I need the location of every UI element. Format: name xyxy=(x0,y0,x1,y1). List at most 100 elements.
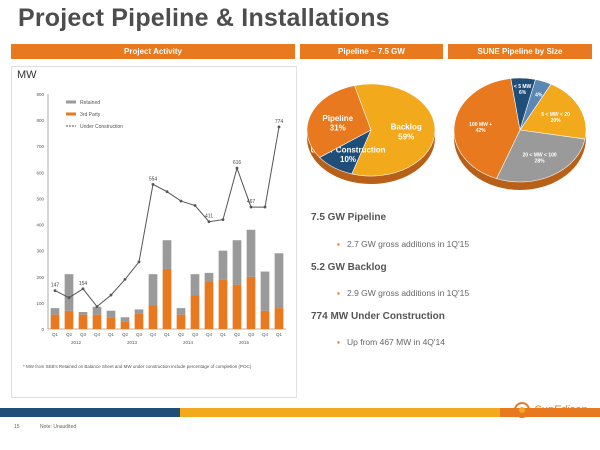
y-tick-label: 600 xyxy=(36,170,44,175)
bar-retained xyxy=(120,317,130,322)
bar-retained xyxy=(148,274,158,306)
x-tick-label: Q1 xyxy=(52,332,59,337)
y-tick-label: 500 xyxy=(36,196,44,201)
bar-third-party xyxy=(92,314,102,329)
legend-label-under-construction: Under Construction xyxy=(80,124,123,130)
point-under-construction xyxy=(81,287,85,291)
pie-slice xyxy=(519,79,552,131)
pie-slice-value: 28% xyxy=(535,159,546,165)
data-label: 616 xyxy=(233,160,242,166)
y-tick-label: 200 xyxy=(36,275,44,280)
x-year-label: 2014 xyxy=(183,340,194,345)
pie-slice xyxy=(496,129,586,183)
bar-third-party xyxy=(78,314,88,329)
page-number: 15 xyxy=(14,424,20,430)
y-tick-label: 300 xyxy=(36,249,44,254)
point-under-construction xyxy=(179,199,183,203)
x-tick-label: Q4 xyxy=(150,332,157,337)
bar-third-party xyxy=(274,308,284,329)
bar-retained xyxy=(274,253,284,309)
pie-slice xyxy=(351,83,436,177)
x-year-label: 2012 xyxy=(71,340,82,345)
footer-bar-orange xyxy=(500,408,600,417)
x-tick-label: Q4 xyxy=(262,332,269,337)
point-under-construction xyxy=(263,205,267,209)
y-tick-label: 100 xyxy=(36,301,44,306)
pie-slice-value: 20% xyxy=(551,118,562,124)
point-under-construction xyxy=(123,277,127,281)
legend-label-retained: Retained xyxy=(80,100,100,106)
header-pipeline: Pipeline ~ 7.5 GW xyxy=(300,44,443,59)
bar-retained xyxy=(78,312,88,315)
x-tick-label: Q1 xyxy=(276,332,283,337)
y-tick-label: 700 xyxy=(36,144,44,149)
pie-slice-value: 6% xyxy=(519,90,527,96)
bar-third-party xyxy=(148,305,158,329)
pie-slice xyxy=(306,85,372,158)
bar-third-party xyxy=(162,268,172,329)
data-label: 147 xyxy=(51,283,60,289)
x-tick-label: Q3 xyxy=(192,332,199,337)
point-under-construction xyxy=(53,289,57,293)
point-under-construction xyxy=(151,182,155,186)
point-under-construction xyxy=(235,166,239,170)
x-tick-label: Q4 xyxy=(94,332,101,337)
bar-third-party xyxy=(64,310,74,329)
bar-retained xyxy=(232,240,242,285)
source-note: Note: Unaudited xyxy=(40,424,77,430)
point-under-construction xyxy=(277,125,281,129)
point-under-construction xyxy=(193,204,197,207)
bar-retained xyxy=(246,229,256,277)
page-title: Project Pipeline & Installations xyxy=(18,4,390,32)
bar-retained xyxy=(260,271,270,311)
footer-bar-gold xyxy=(180,408,500,417)
x-year-label: 2013 xyxy=(127,340,138,345)
company-logo: SunEdison xyxy=(512,400,587,420)
bar-retained xyxy=(162,240,172,269)
x-tick-label: Q1 xyxy=(220,332,227,337)
x-tick-label: Q3 xyxy=(80,332,87,337)
bar-retained xyxy=(204,272,214,282)
point-under-construction xyxy=(249,205,253,209)
legend-label-third-party: 3rd Party xyxy=(80,112,101,118)
point-under-construction xyxy=(109,293,113,297)
point-under-construction xyxy=(165,190,169,194)
header-project-activity: Project Activity xyxy=(11,44,295,59)
bar-third-party xyxy=(190,295,200,329)
chart-panel xyxy=(11,66,297,398)
y-tick-label: 0 xyxy=(41,327,44,332)
under-construction-bullet: Up from 467 MW in 4Q'14 xyxy=(337,337,445,347)
under-construction-heading: 774 MW Under Construction xyxy=(311,311,445,322)
x-tick-label: Q3 xyxy=(248,332,255,337)
bar-retained xyxy=(106,310,116,318)
logo-text: SunEdison xyxy=(534,404,588,416)
bar-third-party xyxy=(176,314,186,329)
footer-bar-navy xyxy=(0,408,180,417)
pie-slice-value: 4% xyxy=(535,93,543,99)
pipeline-heading: 7.5 GW Pipeline xyxy=(311,212,387,223)
pie-slice-value: 31% xyxy=(330,123,346,132)
x-tick-label: Q2 xyxy=(234,332,241,337)
pie-slice-label: 5 < MW < 20 xyxy=(541,112,570,118)
y-tick-label: 800 xyxy=(36,118,44,123)
pie-slice-value: 59% xyxy=(398,132,414,141)
bar-third-party xyxy=(106,317,116,329)
pie-slice-label: Pipeline xyxy=(322,114,353,123)
point-under-construction xyxy=(207,220,211,224)
x-tick-label: Q4 xyxy=(206,332,213,337)
point-under-construction xyxy=(95,305,99,308)
bar-retained xyxy=(64,274,74,311)
pie-slice-value: 10% xyxy=(340,155,356,164)
bar-retained xyxy=(50,308,60,315)
sun-logo-icon xyxy=(514,402,530,418)
bar-retained xyxy=(218,250,228,280)
pie-slice-label: Backlog xyxy=(391,123,422,132)
pie-slice xyxy=(453,78,521,179)
x-tick-label: Q2 xyxy=(122,332,129,337)
bar-third-party xyxy=(260,310,270,329)
bar-third-party xyxy=(134,313,144,329)
bar-retained xyxy=(176,308,186,315)
bar-retained xyxy=(190,274,200,296)
